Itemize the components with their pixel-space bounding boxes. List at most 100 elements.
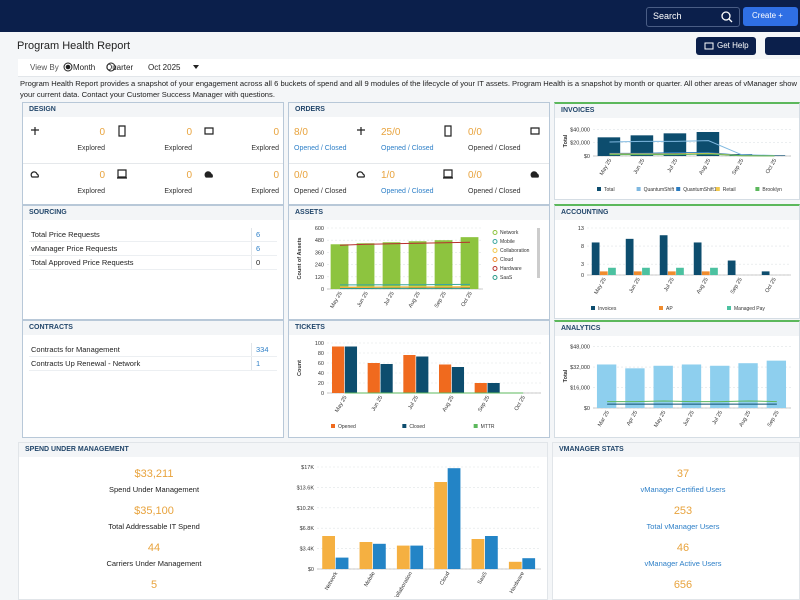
help-icon	[704, 42, 714, 50]
bar	[408, 241, 427, 289]
stat-value: $35,100	[134, 505, 174, 517]
view-option[interactable]: Quarter	[106, 63, 134, 72]
stat-label[interactable]: Total vManager Users	[646, 522, 720, 531]
panel: SOURCING Total Price Requests 6 vManager Pr…	[22, 205, 284, 320]
x-tick-label: Aug 25	[698, 158, 712, 176]
row-line	[29, 241, 277, 242]
row-value[interactable]: 6	[256, 244, 261, 253]
icon	[204, 171, 213, 178]
stat-value: $33,211	[134, 468, 174, 480]
legend-label: Managed Pay	[734, 306, 765, 312]
bar	[451, 367, 465, 393]
y-tick-label: $16,000	[570, 386, 590, 392]
bar	[727, 260, 736, 275]
x-tick-label: Jul 25	[711, 410, 724, 426]
cell-value: 1/0	[381, 170, 395, 181]
icon	[444, 125, 452, 137]
icon	[117, 169, 127, 179]
bar	[681, 364, 702, 408]
x-tick-label: Sep 25	[767, 410, 781, 428]
x-tick-label: Jul 25	[667, 158, 680, 174]
bar	[653, 365, 673, 408]
legend-label: SaaS	[500, 275, 513, 281]
row-label: Total Price Requests	[31, 230, 100, 239]
row-value[interactable]: 1	[256, 359, 261, 368]
cell-value: 0/0	[468, 127, 482, 138]
row-sep	[251, 256, 252, 269]
x-tick-label: Aug 25	[408, 291, 422, 309]
cell-label: Opened / Closed	[468, 145, 521, 152]
row-label: Contracts for Management	[31, 345, 120, 354]
bar	[471, 539, 485, 569]
stat-label: Carriers Under Management	[106, 559, 202, 568]
panel-header: VMANAGER STATS	[553, 443, 799, 457]
x-tick-label: Sep 25	[477, 395, 491, 413]
y-tick-label: 40	[318, 371, 324, 377]
cell-label[interactable]: Opened / Closed	[381, 188, 434, 195]
row-value[interactable]: 0	[256, 258, 261, 267]
other-button[interactable]	[765, 37, 800, 55]
radio-dot	[65, 64, 71, 70]
x-tick-label: Apr 25	[626, 410, 639, 427]
divider	[289, 163, 549, 164]
panel-title: ASSETS	[295, 209, 324, 216]
cell-value: 0/0	[294, 170, 308, 181]
search-text: Search	[653, 11, 682, 21]
icon	[357, 127, 365, 135]
bar	[508, 561, 522, 569]
create-button[interactable]: Create +	[743, 7, 798, 26]
icon	[530, 127, 540, 135]
x-tick-label: SaaS	[477, 571, 489, 586]
x-tick-label: Jun 25	[371, 395, 384, 412]
x-tick-label: Sep 25	[731, 158, 745, 176]
x-tick-label: Aug 25	[738, 410, 752, 428]
y-tick-label: $3.4K	[300, 547, 315, 553]
row-value[interactable]: 6	[256, 230, 261, 239]
panel: ANALYTICS $0 $16,000 $32,000 $48,000 Total Mar…	[554, 320, 800, 438]
view-option[interactable]: Month	[73, 63, 96, 72]
icon	[204, 127, 214, 135]
y-axis-label: Count	[297, 360, 303, 376]
panel-header: SOURCING	[23, 206, 283, 220]
period-select[interactable]: Oct 2025	[148, 63, 181, 72]
stat-label[interactable]: vManager Certified Users	[640, 485, 726, 494]
x-tick-label: Oct 25	[514, 395, 527, 412]
x-tick-label: Sep 25	[730, 277, 744, 295]
chart: 0 20 40 60 80 100 Count May 25 Jun 25 Jul 25 Aug 2…	[297, 341, 541, 430]
y-tick-label: 240	[315, 263, 324, 269]
row-label: Total Approved Price Requests	[31, 258, 134, 267]
y-axis-label: Count of Assets	[297, 238, 303, 280]
cell-label[interactable]: Opened / Closed	[381, 145, 434, 152]
legend-swatch	[473, 424, 478, 428]
row-value[interactable]: 334	[256, 345, 269, 354]
legend-swatch	[755, 187, 760, 191]
y-tick-label: $13.6K	[297, 485, 315, 491]
stat-value: 5	[150, 579, 158, 591]
y-tick-label: 0	[581, 273, 584, 279]
legend-swatch	[492, 239, 498, 244]
panel-title: CONTRACTS	[29, 324, 73, 331]
bar	[693, 242, 702, 275]
line	[609, 153, 775, 157]
bar	[633, 271, 642, 275]
stat-label[interactable]: vManager Active Users	[644, 559, 722, 568]
bar	[460, 237, 479, 289]
cell-label[interactable]: Opened / Closed	[294, 145, 347, 152]
row-label: vManager Price Requests	[31, 244, 118, 253]
legend-label: Hardware	[500, 266, 522, 272]
help-button[interactable]: Get Help	[696, 37, 756, 55]
search-box[interactable]: Search	[646, 7, 740, 27]
x-tick-label: Mar 25	[597, 410, 611, 428]
panel-title: INVOICES	[561, 107, 595, 114]
cell-label: Explored	[77, 145, 105, 152]
panel-header: ACCOUNTING	[555, 206, 799, 220]
bar	[701, 271, 710, 275]
x-tick-label: Mobile	[363, 571, 376, 588]
icon	[530, 171, 539, 178]
panel: SPEND UNDER MANAGEMENT $33,211 Spend Under…	[18, 442, 548, 600]
legend-swatch	[659, 306, 663, 310]
panel: ORDERS 8/0 Opened / Closed 25/0 Opened / Clo…	[288, 102, 550, 205]
y-tick-label: $48,000	[570, 345, 590, 351]
x-tick-label: Hardware	[509, 571, 526, 595]
